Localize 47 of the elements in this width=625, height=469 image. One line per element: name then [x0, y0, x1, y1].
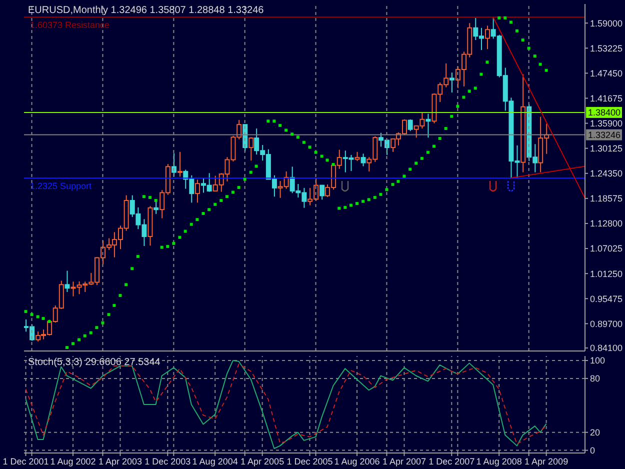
candlestick	[449, 72, 454, 93]
y-tick-label: 1.18575	[590, 194, 623, 204]
x-tick-label: 1 Dec 2003	[144, 456, 191, 466]
ref-line-label: 1.2325 Support	[30, 181, 92, 192]
candlestick	[426, 113, 431, 138]
y-tick-label: 1.53225	[590, 43, 623, 54]
candlestick	[320, 184, 325, 200]
candlestick	[360, 153, 366, 167]
y-tick-label: 0.95475	[590, 294, 623, 304]
y-tick-label: 0.84100	[590, 343, 623, 354]
x-tick-label: 1 Dec 2007	[428, 456, 475, 466]
x-tick-label: 1 Apr 2005	[240, 456, 284, 466]
candlestick	[154, 200, 159, 214]
x-tick-label: 1 Aug 2002	[50, 456, 96, 466]
x-tick-label: 1 Aug 2004	[192, 456, 238, 466]
ref-line-label: 1.60373 Resistance	[30, 20, 110, 30]
candlestick	[64, 270, 70, 293]
x-tick-label: 1 Dec 2005	[286, 456, 333, 466]
y-tick-label: 1.30125	[590, 144, 623, 154]
y-tick-label: 100	[590, 356, 606, 366]
chart-title: EURUSD,Monthly 1.32496 1.35807 1.28848 1.33246	[28, 5, 264, 16]
y-tick-label: 1.01250	[590, 268, 623, 279]
chart-title: Stoch(5,3,3) 29.6606 27.5344	[28, 357, 160, 368]
candlestick	[177, 151, 182, 178]
y-tick-label: 1.24350	[590, 168, 623, 179]
ref-line-label: 1.33246	[588, 130, 621, 140]
y-tick-label: 1.59000	[590, 18, 623, 28]
y-tick-label: 1.35900	[590, 118, 623, 128]
y-tick-label: 80	[590, 374, 600, 384]
y-tick-label: 1.07025	[590, 244, 623, 254]
candlestick	[194, 179, 200, 204]
x-tick-label: 1 Apr 2003	[98, 456, 142, 466]
x-tick-label: 1 Aug 2006	[334, 456, 380, 466]
y-tick-label: 0.89700	[590, 318, 623, 329]
x-tick-label: 1 Apr 2009	[524, 456, 568, 466]
y-tick-label: 1.47450	[590, 68, 623, 78]
ref-line-label: 1.38400	[588, 107, 621, 118]
x-tick-label: 1 Aug 2008	[476, 456, 522, 466]
candlestick	[354, 151, 360, 162]
y-tick-label: 0	[590, 446, 596, 456]
y-tick-label: 1.12800	[590, 218, 623, 229]
y-tick-label: 20	[590, 428, 600, 438]
y-tick-label: 1.41675	[590, 93, 623, 104]
candlestick	[485, 25, 490, 50]
candlestick	[248, 136, 254, 162]
x-tick-label: 1 Apr 2007	[382, 456, 426, 466]
x-tick-label: 1 Dec 2001	[2, 456, 49, 466]
